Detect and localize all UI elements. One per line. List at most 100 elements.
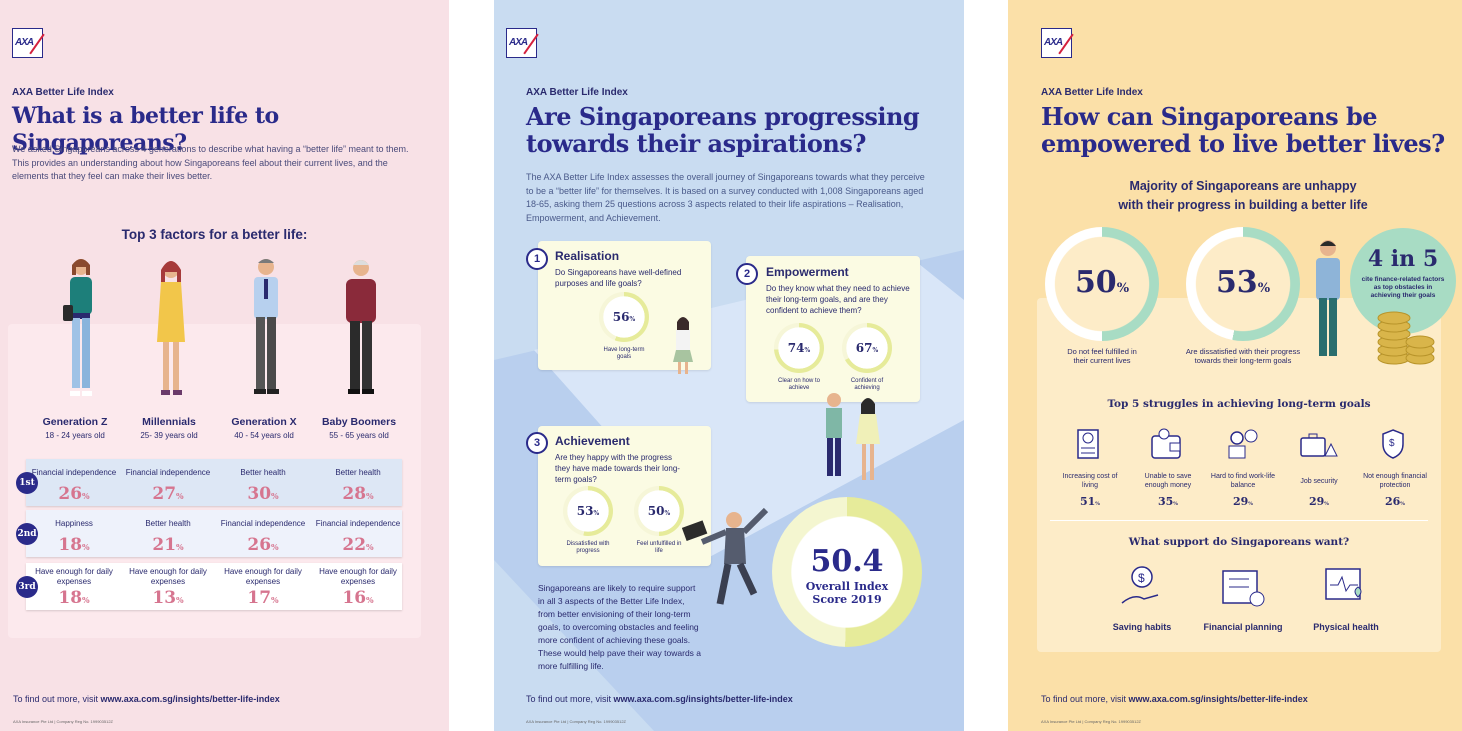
page-title: What is a better life to Singaporeans?	[12, 103, 279, 156]
dissatisfied-donut	[1186, 227, 1300, 341]
factor-cell: Financial independence 26%	[31, 468, 117, 504]
unfulfilled-caption: Do not feel fulfilled in their current li…	[1067, 347, 1137, 365]
baby-boomer-figure	[346, 260, 376, 394]
svg-text:$: $	[1138, 571, 1145, 585]
overall-score-label: Overall Index Score 2019	[805, 580, 889, 606]
empowerment-card: Empowerment Do they know what they need …	[746, 256, 920, 402]
factor-cell: Have enough for daily expenses 17%	[224, 567, 302, 608]
divider	[1050, 520, 1428, 521]
realisation-caption: Have long-term goals	[603, 347, 645, 360]
factor-cell: Better health 30%	[240, 468, 286, 504]
factor-cell: Financial independence 27%	[125, 468, 211, 504]
axa-logo: AXA	[12, 28, 45, 58]
unfulfilled-pct: 50%	[1074, 265, 1130, 300]
dissatisfied-pct: 53%	[1215, 265, 1271, 300]
panel-progress: AXA AXA Better Life Index Are Singaporea…	[494, 0, 964, 731]
shield-hand-icon: $	[1382, 429, 1404, 459]
struggle-item: Unable to save enough money 35%	[1133, 428, 1203, 508]
four-in-five-caption: cite finance-related factors as top obst…	[1361, 276, 1445, 299]
step-number: 3	[526, 432, 548, 454]
factor-cell: Financial independence 26%	[220, 519, 306, 555]
coin-stack-icon	[1377, 311, 1435, 365]
overall-score-donut	[772, 497, 922, 647]
step-number: 2	[736, 263, 758, 285]
struggle-item: Job security 29%	[1284, 428, 1354, 508]
wallet-icon	[1151, 428, 1181, 459]
company-reg: AXA Insurance Pte Ltd | Company Reg No. …	[526, 719, 626, 724]
empowerment-caption-b: Confident of achieving	[850, 378, 884, 391]
empowerment-pct-b: 67%	[855, 341, 879, 355]
coin-hand-icon: $	[1121, 566, 1159, 604]
generation-label: Generation Z 18 - 24 years old	[42, 416, 108, 440]
achievement-caption-b: Feel unfulfilled in life	[636, 541, 682, 554]
empowerment-caption-a: Clear on how to achieve	[777, 378, 821, 391]
empowerment-ring-a	[774, 323, 824, 373]
worried-man-figure	[1316, 240, 1340, 356]
struggle-item: $ Not enough financial protection 26%	[1360, 428, 1430, 508]
panel-generations: AXA AXA Better Life Index What is a bett…	[0, 0, 449, 731]
achievement-ring-b	[634, 486, 684, 536]
rank-badge: 2nd	[16, 523, 38, 545]
genx-figure	[254, 259, 279, 394]
intro-text: The AXA Better Life Index assesses the o…	[526, 172, 925, 223]
heart-monitor-icon	[1325, 568, 1362, 600]
company-reg: AXA Insurance Pte Ltd | Company Reg No. …	[13, 719, 113, 724]
factor-cell: Better health 21%	[145, 519, 191, 555]
dissatisfied-caption: Are dissatisfied with their progress towa…	[1185, 347, 1301, 365]
worker-clock-icon	[1228, 429, 1258, 459]
support-item: Physical health	[1296, 565, 1396, 632]
support-title: What support do Singaporeans want?	[1128, 536, 1350, 548]
website-link[interactable]: www.axa.com.sg/insights/better-life-inde…	[100, 694, 280, 704]
planner-icon	[1222, 570, 1265, 607]
struggles-title: Top 5 struggles in achieving long-term g…	[1107, 398, 1371, 410]
rank-row-2	[26, 510, 402, 557]
achievement-ring-a	[563, 486, 613, 536]
bill-icon	[1077, 429, 1099, 459]
footer-link-text: To find out more, visit www.axa.com.sg/i…	[1041, 694, 1308, 704]
axa-logo: AXA	[1041, 28, 1074, 58]
website-link[interactable]: www.axa.com.sg/insights/better-life-inde…	[1128, 694, 1308, 704]
struggle-item: Hard to find work-life balance 29%	[1208, 428, 1278, 508]
support-item: $ Saving habits	[1092, 565, 1192, 632]
kicker: AXA Better Life Index	[12, 87, 114, 98]
struggle-item: Increasing cost of living 51%	[1055, 428, 1125, 508]
rank-row-3	[26, 563, 402, 610]
svg-text:$: $	[1389, 438, 1395, 449]
company-reg: AXA Insurance Pte Ltd | Company Reg No. …	[1041, 719, 1141, 724]
realisation-pct: 56%	[612, 310, 636, 324]
rank-row-1	[26, 459, 402, 506]
kicker: AXA Better Life Index	[1041, 87, 1143, 98]
unfulfilled-donut	[1045, 227, 1159, 341]
intro-text: We asked Singaporeans across 4 generatio…	[12, 144, 409, 181]
overall-score-value: 50.4	[810, 544, 884, 579]
achievement-caption-a: Dissatisfied with progress	[566, 541, 610, 554]
millennial-figure	[157, 261, 185, 395]
factor-cell: Better health 28%	[335, 468, 381, 504]
rank-badge: 1st	[16, 472, 38, 494]
section-heading: Top 3 factors for a better life:	[121, 227, 308, 242]
four-in-five-value: 4 in 5	[1367, 246, 1439, 272]
kicker: AXA Better Life Index	[526, 87, 628, 98]
generation-label: Millennials 25- 39 years old	[140, 416, 198, 440]
subheading: Majority of Singaporeans are unhappy with…	[1118, 179, 1368, 212]
footer-link-text: To find out more, visit www.axa.com.sg/i…	[526, 694, 793, 704]
girl-figure	[673, 317, 693, 374]
support-item: Financial planning	[1193, 565, 1293, 632]
factor-cell: Have enough for daily expenses 16%	[319, 567, 397, 608]
factor-cell: Have enough for daily expenses 13%	[129, 567, 207, 608]
closing-text: Singaporeans are likely to require suppo…	[538, 583, 702, 671]
realisation-ring	[599, 292, 649, 342]
step-number: 1	[526, 248, 548, 270]
empowerment-ring-b	[842, 323, 892, 373]
axa-logo: AXA	[506, 28, 539, 58]
couple-figure	[826, 393, 880, 480]
factor-cell: Financial independence 22%	[315, 519, 401, 555]
page-title: How can Singaporeans be empowered to live…	[1041, 102, 1445, 158]
genz-figure	[63, 259, 92, 396]
website-link[interactable]: www.axa.com.sg/insights/better-life-inde…	[613, 694, 793, 704]
generation-label: Generation X 40 - 54 years old	[231, 416, 297, 440]
briefcase-warning-icon	[1300, 433, 1338, 457]
factor-cell: Happiness 18%	[55, 519, 93, 555]
footer-link-text: To find out more, visit www.axa.com.sg/i…	[13, 694, 280, 704]
jumping-man-figure	[682, 507, 769, 605]
